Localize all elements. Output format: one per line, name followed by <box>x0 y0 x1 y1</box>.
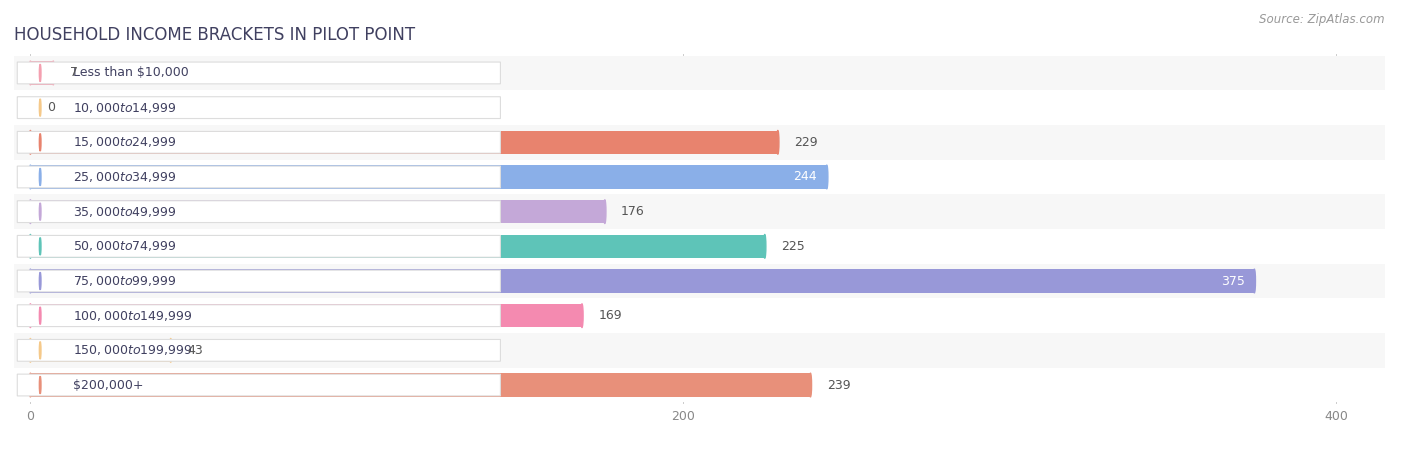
Circle shape <box>30 373 31 397</box>
Circle shape <box>39 168 41 186</box>
FancyBboxPatch shape <box>17 374 501 396</box>
Bar <box>14 90 1385 125</box>
Circle shape <box>1253 269 1256 293</box>
FancyBboxPatch shape <box>17 166 501 188</box>
Circle shape <box>30 165 31 189</box>
FancyBboxPatch shape <box>17 235 501 257</box>
FancyBboxPatch shape <box>17 97 501 119</box>
Bar <box>14 264 1385 298</box>
Bar <box>31 200 605 224</box>
Circle shape <box>30 269 31 293</box>
Circle shape <box>30 339 31 362</box>
FancyBboxPatch shape <box>17 270 501 292</box>
FancyBboxPatch shape <box>17 305 501 326</box>
Bar <box>31 373 810 397</box>
Circle shape <box>39 99 41 116</box>
Circle shape <box>581 304 583 327</box>
Text: 176: 176 <box>621 205 645 218</box>
Text: $50,000 to $74,999: $50,000 to $74,999 <box>73 239 176 253</box>
Circle shape <box>30 131 31 154</box>
Bar <box>14 125 1385 160</box>
Bar <box>31 234 765 258</box>
Text: 7: 7 <box>69 66 77 79</box>
Text: $150,000 to $199,999: $150,000 to $199,999 <box>73 343 193 357</box>
Circle shape <box>30 61 31 85</box>
Text: $25,000 to $34,999: $25,000 to $34,999 <box>73 170 176 184</box>
Text: Less than $10,000: Less than $10,000 <box>73 66 188 79</box>
Text: 375: 375 <box>1220 274 1244 287</box>
Bar <box>14 56 1385 90</box>
FancyBboxPatch shape <box>17 201 501 223</box>
FancyBboxPatch shape <box>17 62 501 84</box>
Circle shape <box>39 376 41 394</box>
Circle shape <box>52 61 55 85</box>
Circle shape <box>763 234 766 258</box>
Bar <box>14 194 1385 229</box>
Text: 43: 43 <box>187 344 202 357</box>
Circle shape <box>810 373 811 397</box>
FancyBboxPatch shape <box>17 132 501 153</box>
Circle shape <box>39 307 41 324</box>
Circle shape <box>30 304 31 327</box>
Bar <box>14 229 1385 264</box>
Circle shape <box>39 64 41 82</box>
Text: 225: 225 <box>782 240 804 253</box>
Circle shape <box>825 165 828 189</box>
Text: $35,000 to $49,999: $35,000 to $49,999 <box>73 205 176 219</box>
Bar <box>31 61 53 85</box>
Bar <box>31 165 827 189</box>
Text: Source: ZipAtlas.com: Source: ZipAtlas.com <box>1260 13 1385 26</box>
Circle shape <box>170 339 172 362</box>
Circle shape <box>603 200 606 224</box>
Text: 169: 169 <box>599 309 621 322</box>
Text: 0: 0 <box>46 101 55 114</box>
Text: HOUSEHOLD INCOME BRACKETS IN PILOT POINT: HOUSEHOLD INCOME BRACKETS IN PILOT POINT <box>14 26 415 44</box>
Bar <box>31 304 582 327</box>
Circle shape <box>39 272 41 290</box>
Bar <box>31 269 1254 293</box>
Text: 239: 239 <box>827 379 851 392</box>
Circle shape <box>39 203 41 220</box>
Text: $15,000 to $24,999: $15,000 to $24,999 <box>73 135 176 150</box>
Text: 244: 244 <box>793 171 817 184</box>
Bar <box>14 368 1385 402</box>
Circle shape <box>30 200 31 224</box>
Bar <box>14 160 1385 194</box>
Circle shape <box>39 342 41 359</box>
Bar <box>14 298 1385 333</box>
Circle shape <box>39 134 41 151</box>
Text: $75,000 to $99,999: $75,000 to $99,999 <box>73 274 176 288</box>
Text: $200,000+: $200,000+ <box>73 379 143 392</box>
Bar <box>31 339 170 362</box>
Circle shape <box>30 234 31 258</box>
Circle shape <box>776 131 779 154</box>
Text: $10,000 to $14,999: $10,000 to $14,999 <box>73 101 176 114</box>
Text: 229: 229 <box>794 136 818 149</box>
FancyBboxPatch shape <box>17 339 501 361</box>
Bar <box>14 333 1385 368</box>
Text: $100,000 to $149,999: $100,000 to $149,999 <box>73 308 193 323</box>
Circle shape <box>39 238 41 255</box>
Bar <box>31 131 778 154</box>
